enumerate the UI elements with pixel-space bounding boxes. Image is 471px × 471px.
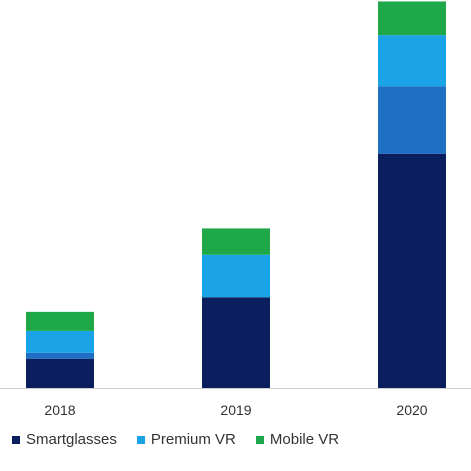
bar-2019-series-3 bbox=[202, 228, 270, 255]
x-tick-labels: 2018 2019 2020 bbox=[44, 402, 427, 418]
x-tick-label: 2018 bbox=[44, 402, 75, 418]
bar-2018-series-2 bbox=[26, 330, 94, 353]
bar-2018-series-1 bbox=[26, 352, 94, 359]
stacked-bar-chart: 2018 2019 2020 bbox=[0, 1, 471, 418]
x-tick-label: 2020 bbox=[396, 402, 427, 418]
bar-2019-series-2 bbox=[202, 254, 270, 298]
bar-2020-series-1 bbox=[378, 86, 446, 154]
bar-2020-series-0 bbox=[378, 153, 446, 388]
legend-item: Premium VR bbox=[136, 431, 236, 448]
legend-label: Smartglasses bbox=[26, 431, 117, 448]
legend-swatch-icon bbox=[255, 435, 264, 444]
bar-2019-series-0 bbox=[202, 297, 270, 388]
bar-2018-series-0 bbox=[26, 358, 94, 388]
legend-item: Mobile VR bbox=[255, 431, 340, 448]
legend-swatch-icon bbox=[12, 435, 20, 444]
legend: Smartglasses Premium VR Mobile VR bbox=[12, 431, 339, 448]
bar-2020-series-2 bbox=[378, 35, 446, 87]
legend-swatch-icon bbox=[136, 435, 145, 444]
x-tick-label: 2019 bbox=[220, 402, 251, 418]
legend-label: Premium VR bbox=[150, 431, 236, 448]
bars-group bbox=[26, 1, 446, 388]
bar-2018-series-3 bbox=[26, 311, 94, 331]
legend-label: Mobile VR bbox=[269, 431, 340, 448]
legend-item: Smartglasses bbox=[12, 431, 117, 448]
bar-2020-series-3 bbox=[378, 1, 446, 36]
